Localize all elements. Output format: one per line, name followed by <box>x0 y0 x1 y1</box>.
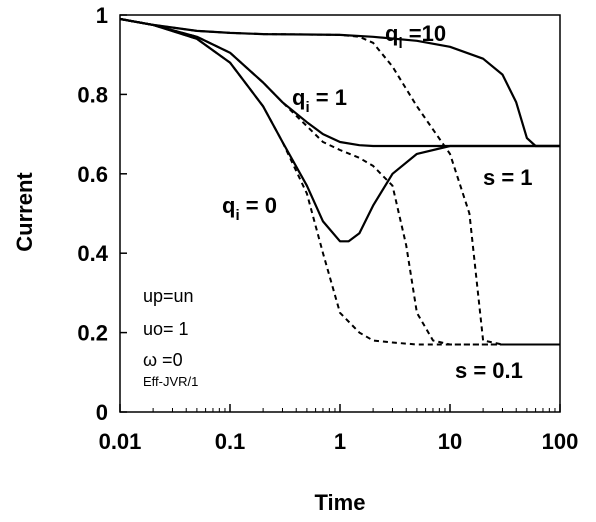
annotation-qi-0: qi = 0 <box>222 193 277 224</box>
y-tick-label: 0 <box>96 400 108 425</box>
annotation-s-1: s = 1 <box>483 165 533 190</box>
plot-area-border <box>119 14 561 413</box>
y-tick-label: 0.2 <box>77 321 108 346</box>
annotation-up-un: up=un <box>143 286 194 306</box>
y-tick-label: 1 <box>96 3 108 28</box>
series-layer <box>119 17 560 346</box>
plot-frame <box>119 14 561 413</box>
annotation-omega: ω =0 <box>143 350 183 370</box>
x-tick-label: 10 <box>438 429 462 454</box>
y-tick-label: 0.6 <box>77 162 108 187</box>
series-line-1-solid <box>119 17 560 148</box>
annotation-s-0-1: s = 0.1 <box>455 358 523 383</box>
x-tick-label: 1 <box>334 429 346 454</box>
y-tick-label: 0.4 <box>77 241 108 266</box>
series-line-6-dashed <box>119 18 560 346</box>
series-line-4-dashed <box>119 18 560 346</box>
annotation-qi-10: qi =10 <box>385 21 446 52</box>
annotation-eff-jvr: Eff-JVR/1 <box>143 374 198 389</box>
series-line-2-solid <box>119 17 560 148</box>
x-axis-title: Time <box>315 490 366 515</box>
annotation-uo: uo= 1 <box>143 319 189 339</box>
x-tick-label: 0.01 <box>99 429 142 454</box>
series-line-5-dashed <box>119 18 560 346</box>
y-axis-title: Current <box>12 172 37 252</box>
series-line-3-solid <box>119 17 560 243</box>
x-tick-label: 100 <box>542 429 579 454</box>
x-tick-label: 0.1 <box>215 429 246 454</box>
y-tick-label: 0.8 <box>77 82 108 107</box>
annotation-qi-1: qi = 1 <box>292 85 347 116</box>
ticks-layer: 0.01 0.1 1 10 100 0 0.2 0.4 0.6 0.8 1 <box>77 3 578 454</box>
